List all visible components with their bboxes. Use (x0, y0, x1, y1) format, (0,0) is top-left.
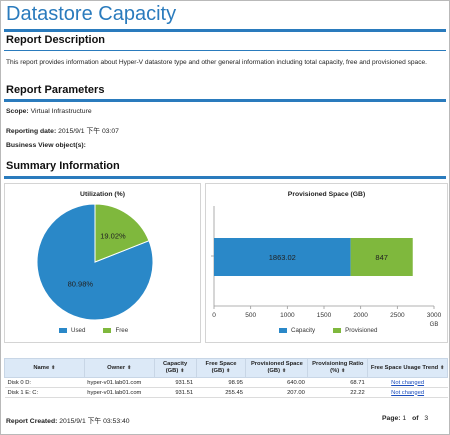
pie-label-used: 80.98% (68, 280, 94, 289)
summary-heading: Summary Information (6, 160, 120, 172)
provisioned-chart-title: Provisioned Space (GB) (287, 191, 366, 198)
scope-value: Virtual Infrastructure (30, 108, 92, 115)
cell-free-space: 255.45 (196, 387, 246, 398)
utilization-chart-title: Utilization (%) (80, 191, 125, 198)
description-text: This report provides information about H… (6, 59, 428, 66)
x-tick-label: 500 (245, 312, 256, 319)
utilization-legend: Used Free (59, 327, 128, 334)
cell-capacity: 931.51 (154, 387, 197, 398)
summary-rule (4, 176, 446, 179)
description-rule (4, 50, 446, 51)
datastore-table: Name ⬍ Owner ⬍ Capacity (GB) ⬍ Free Space (… (4, 358, 448, 398)
x-tick-label: 2000 (353, 312, 368, 319)
page-of: of (412, 415, 419, 422)
x-unit-label: GB (430, 322, 439, 328)
cell-ratio: 22.22 (307, 387, 368, 398)
cell-owner: hyper-v01.lab01.com (84, 387, 155, 398)
table-row: Disk 1 E: C: hyper-v01.lab01.com 931.51 … (4, 387, 448, 398)
parameters-heading: Report Parameters (6, 84, 105, 96)
col-ratio-header[interactable]: Provisioning Ratio (%) ⬍ (307, 358, 369, 378)
cell-ratio: 68.71 (307, 377, 368, 388)
legend-free-label: Free (115, 327, 129, 334)
page-label: Page: (382, 415, 401, 422)
cell-free-space: 98.95 (196, 377, 246, 388)
trend-link[interactable]: Not changed (367, 377, 448, 388)
legend-provisioned-swatch (333, 328, 342, 333)
trend-link[interactable]: Not changed (367, 387, 448, 398)
legend-used-label: Used (71, 327, 86, 334)
scope-label: Scope: (6, 108, 29, 115)
legend-capacity-label: Capacity (291, 327, 316, 334)
report-created-label: Report Created: (6, 418, 58, 425)
pagination: Page: 1 of 3 (382, 415, 428, 422)
description-heading: Report Description (6, 34, 106, 46)
x-tick-label: 2500 (390, 312, 405, 319)
bar-provisioned (350, 238, 413, 276)
cell-provisioned: 207.00 (245, 387, 308, 398)
scope-param: Scope: Virtual Infrastructure (6, 108, 92, 115)
utilization-chart-panel: Utilization (%) 80.98% 19.02% Used Free (4, 183, 201, 343)
reporting-date-value: 2015/9/1 下午 03:07 (58, 128, 119, 135)
cell-name: Disk 1 E: C: (4, 387, 85, 398)
sort-icon[interactable]: ⬍ (51, 364, 56, 371)
pie-label-free: 19.02% (100, 232, 126, 241)
legend-provisioned-label: Provisioned (345, 327, 378, 334)
sort-icon[interactable]: ⬍ (180, 368, 185, 374)
cell-capacity: 931.51 (154, 377, 197, 388)
pie-slice-free (94, 203, 150, 263)
utilization-pie-chart: 80.98% 19.02% (36, 203, 154, 321)
sort-icon[interactable]: ⬍ (127, 364, 132, 371)
cell-owner: hyper-v01.lab01.com (84, 377, 155, 388)
col-free-space-header[interactable]: Free Space (GB) ⬍ (195, 358, 247, 378)
bar-label-provisioned: 847 (375, 253, 388, 262)
provisioned-legend: Capacity Provisioned (279, 327, 377, 334)
legend-capacity-swatch (279, 328, 287, 333)
business-view-label: Business View object(s): (6, 142, 86, 149)
col-name-header[interactable]: Name ⬍ (4, 358, 85, 378)
page-current[interactable]: 1 (402, 415, 407, 422)
x-tick-label: 3000 (427, 312, 442, 319)
provisioned-chart-panel: Provisioned Space (GB) 0 500 1000 1500 2000 2… (205, 183, 448, 343)
sort-icon[interactable]: ⬍ (440, 364, 445, 371)
provisioned-bar-chart: 0 500 1000 1500 2000 2500 3000 GB 1863.02 847 (211, 206, 442, 328)
col-trend-header[interactable]: Free Space Usage Trend ⬍ (367, 358, 448, 378)
legend-used-swatch (59, 328, 67, 333)
sort-icon[interactable]: ⬍ (282, 368, 287, 374)
parameters-rule (4, 99, 446, 102)
bar-label-capacity: 1863.02 (269, 253, 296, 262)
reporting-date-label: Reporting date: (6, 128, 57, 135)
report-created-value: 2015/9/1 下午 03:53:40 (59, 418, 130, 425)
x-tick-label: 1000 (280, 312, 295, 319)
legend-free-swatch (103, 328, 112, 333)
cell-name: Disk 0 D: (4, 377, 85, 388)
col-capacity-header[interactable]: Capacity (GB) ⬍ (153, 358, 197, 378)
page-total: 3 (424, 415, 429, 422)
report-title: Datastore Capacity (6, 3, 177, 25)
reporting-date-param: Reporting date: 2015/9/1 下午 03:07 (6, 125, 119, 135)
report-created: Report Created: 2015/9/1 下午 03:53:40 (6, 415, 130, 425)
x-tick-label: 1500 (317, 312, 332, 319)
col-provisioned-header[interactable]: Provisioned Space (GB) ⬍ (245, 358, 309, 378)
business-view-param: Business View object(s): (6, 142, 86, 149)
title-rule (4, 29, 446, 32)
bar-capacity (214, 238, 351, 276)
sort-icon[interactable]: ⬍ (341, 368, 346, 374)
sort-icon[interactable]: ⬍ (226, 368, 231, 374)
table-header-row: Name ⬍ Owner ⬍ Capacity (GB) ⬍ Free Space (… (4, 358, 448, 378)
col-owner-header[interactable]: Owner ⬍ (83, 358, 155, 378)
x-tick-label: 0 (212, 312, 216, 319)
table-row: Disk 0 D: hyper-v01.lab01.com 931.51 98.… (4, 377, 448, 388)
cell-provisioned: 640.00 (245, 377, 308, 388)
